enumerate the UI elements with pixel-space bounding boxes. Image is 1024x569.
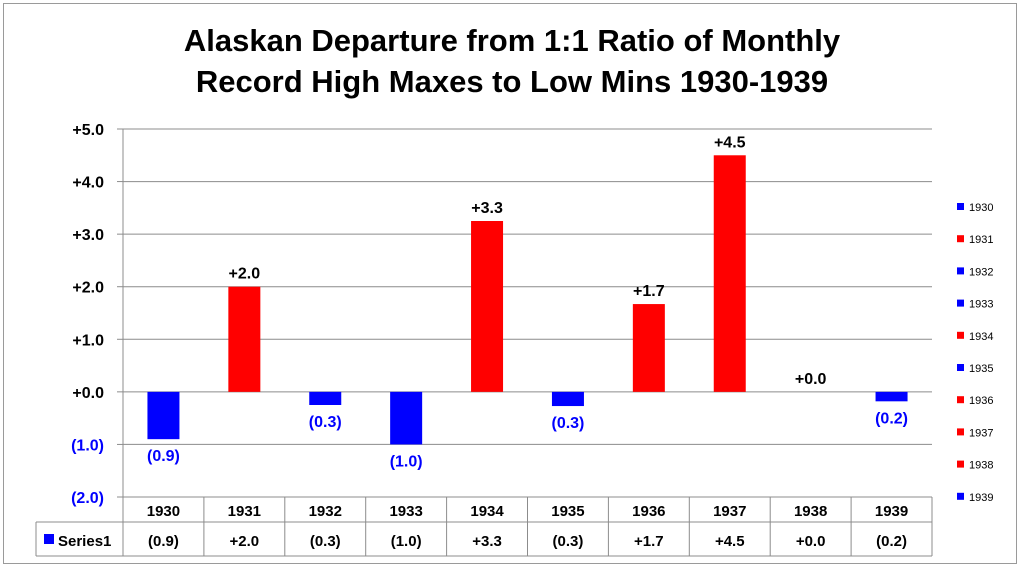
y-tick-label: (1.0) <box>71 437 104 454</box>
x-category-label: 1933 <box>389 503 422 520</box>
x-category-label: 1935 <box>551 503 584 520</box>
legend-swatch <box>957 428 964 436</box>
chart-title: Alaskan Departure from 1:1 Ratio of Mont… <box>0 20 1024 102</box>
y-tick-label: +0.0 <box>72 385 104 402</box>
y-tick-label: +1.0 <box>72 332 104 349</box>
data-labels: (0.9) +2.0 (0.3) (1.0) +3.3 (0.3) +1.7 +4.5 +0.0… <box>147 134 908 470</box>
x-category-label: 1936 <box>632 503 665 520</box>
x-category-label: 1931 <box>228 503 261 520</box>
data-label: +0.0 <box>795 371 827 388</box>
y-tick-label: +3.0 <box>72 227 104 244</box>
legend-swatch <box>957 492 964 500</box>
table-cell: +0.0 <box>796 533 826 550</box>
bar <box>228 286 261 392</box>
data-label: (1.0) <box>390 453 423 470</box>
table-cell: (0.2) <box>876 533 907 550</box>
table-cell: +2.0 <box>230 533 260 550</box>
table-cell: (0.3) <box>553 533 584 550</box>
bar <box>551 391 584 407</box>
data-label: (0.2) <box>875 410 908 427</box>
legend-swatch <box>957 364 964 371</box>
x-category-label: 1938 <box>794 503 827 520</box>
chart-frame <box>3 3 1017 564</box>
series-name: Series1 <box>58 533 111 550</box>
legend-swatch <box>957 203 964 210</box>
bar <box>632 304 665 392</box>
legend-swatch <box>957 299 964 307</box>
data-label: (0.9) <box>147 448 180 465</box>
x-category-label: 1932 <box>309 503 342 520</box>
chart-title-line-1: Alaskan Departure from 1:1 Ratio of Mont… <box>183 23 841 58</box>
legend-swatch <box>957 396 964 404</box>
data-label: +4.5 <box>714 134 746 151</box>
data-table: 1930 (0.9) 1931 +2.0 1932 (0.3) 1933 (1.0) 1934 +… <box>35 496 933 557</box>
bar <box>713 155 746 392</box>
data-label: (0.3) <box>309 414 342 431</box>
legend-label: 1934 <box>969 331 993 343</box>
bar <box>309 391 342 405</box>
table-cell: +4.5 <box>715 533 745 550</box>
legend-label: 1931 <box>969 234 993 246</box>
y-tick-label: +4.0 <box>72 175 104 192</box>
table-cell: (0.3) <box>310 533 341 550</box>
data-label: (0.3) <box>551 415 584 432</box>
legend-swatch <box>957 331 964 339</box>
y-axis: +5.0 +4.0 +3.0 +2.0 +1.0 +0.0 (1.0) (2.0) <box>71 122 124 507</box>
bar <box>390 391 423 445</box>
legend-label: 1932 <box>969 266 993 278</box>
series-key-swatch <box>44 534 54 544</box>
legend-label: 1930 <box>969 202 993 214</box>
legend-label: 1938 <box>969 460 993 472</box>
y-tick-label: +5.0 <box>72 122 104 139</box>
data-label: +1.7 <box>633 283 665 300</box>
bars <box>147 155 908 445</box>
legend-swatch <box>957 267 964 275</box>
x-category-label: 1930 <box>147 503 180 520</box>
bar <box>147 391 180 440</box>
x-category-label: 1934 <box>470 503 504 520</box>
table-cell: (1.0) <box>391 533 422 550</box>
data-label: +2.0 <box>229 266 261 283</box>
legend-label: 1937 <box>969 427 993 439</box>
bar <box>875 391 908 402</box>
legend: 1930 1931 1932 1933 1934 1935 1936 1937 1938 1939 <box>957 202 993 504</box>
legend-swatch <box>957 235 964 243</box>
data-label: +3.3 <box>471 200 503 217</box>
x-category-label: 1939 <box>875 503 908 520</box>
bar <box>471 221 504 392</box>
legend-label: 1935 <box>969 363 993 375</box>
table-cell: +3.3 <box>472 533 502 550</box>
x-category-label: 1937 <box>713 503 746 520</box>
legend-label: 1936 <box>969 395 993 407</box>
legend-label: 1933 <box>969 299 993 311</box>
legend-swatch <box>957 460 964 468</box>
y-tick-label: +2.0 <box>72 280 104 297</box>
y-tick-label: (2.0) <box>71 490 104 507</box>
table-cell: +1.7 <box>634 533 664 550</box>
legend-label: 1939 <box>969 492 993 504</box>
table-cell: (0.9) <box>148 533 179 550</box>
chart-title-line-2: Record High Maxes to Low Mins 1930-1939 <box>195 64 829 99</box>
